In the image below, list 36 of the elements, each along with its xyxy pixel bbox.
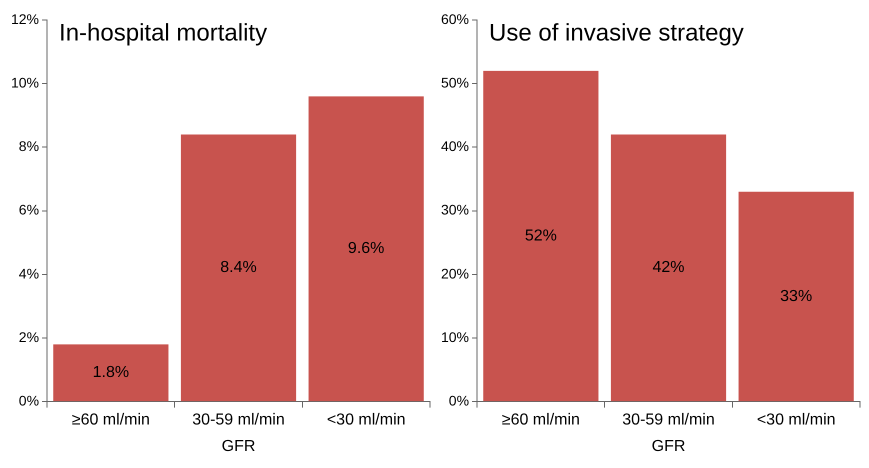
y-tick-label: 6%	[18, 202, 40, 218]
x-axis-title: GFR	[222, 438, 256, 455]
y-tick-label: 4%	[18, 265, 40, 282]
data-label: 52%	[524, 227, 557, 244]
data-label: 1.8%	[92, 364, 130, 382]
y-tick-label: 20%	[440, 265, 470, 282]
y-tick-label: 10%	[10, 74, 40, 90]
x-tick-label: ≥60 ml/min	[72, 412, 150, 429]
x-tick-label: ≥60 ml/min	[502, 412, 580, 429]
y-tick-label: 10%	[440, 328, 470, 345]
x-axis-title: GFR	[652, 438, 686, 455]
data-label: 33%	[780, 288, 812, 305]
bar	[610, 134, 726, 402]
x-tick-label: 30-59 ml/min	[192, 412, 285, 429]
y-tick-label: 30%	[440, 202, 470, 218]
x-tick-label: <30 ml/min	[756, 412, 836, 429]
bar	[483, 70, 598, 402]
y-tick-label: 12%	[10, 10, 40, 27]
bar	[53, 344, 168, 402]
chart-title: Use of invasive strategy	[489, 20, 744, 47]
data-label: 8.4%	[220, 259, 257, 276]
y-tick-label: 2%	[18, 328, 40, 345]
bar	[180, 134, 296, 402]
x-tick-label: 30-59 ml/min	[622, 412, 715, 429]
y-tick-label: 0%	[18, 392, 40, 408]
data-label: 9.6%	[348, 240, 384, 258]
y-tick-label: 60%	[440, 10, 470, 27]
y-tick-label: 50%	[440, 74, 470, 90]
y-tick-label: 8%	[18, 138, 40, 154]
x-tick-label: <30 ml/min	[326, 412, 406, 429]
y-tick-label: 40%	[440, 138, 470, 154]
bar	[308, 96, 424, 402]
data-label: 42%	[652, 259, 685, 276]
bar	[738, 192, 854, 402]
chart-title: In-hospital mortality	[59, 20, 268, 47]
y-tick-label: 0%	[448, 392, 470, 408]
